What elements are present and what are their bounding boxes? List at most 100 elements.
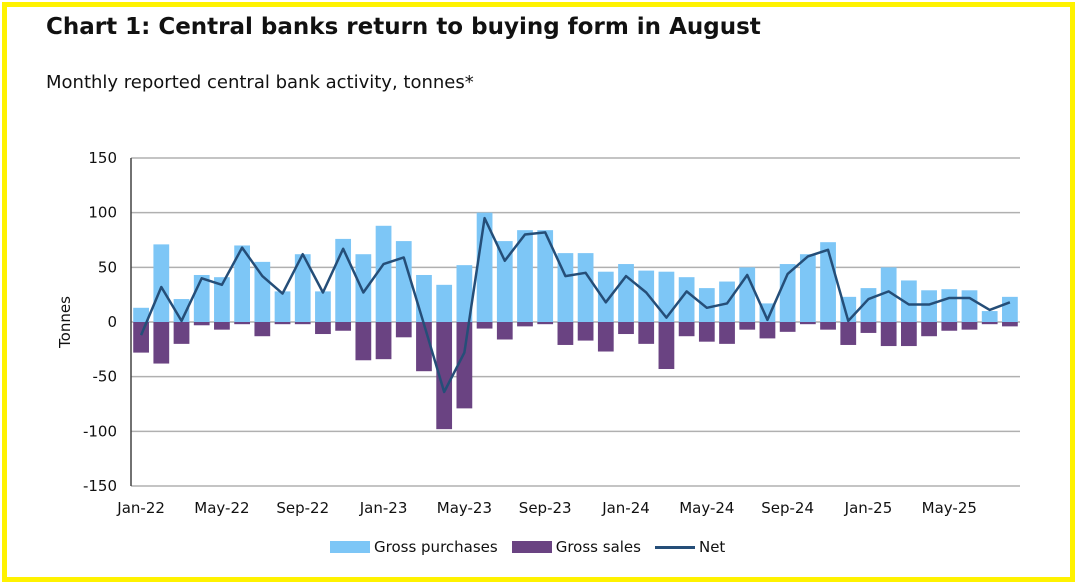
bar-gross-purchases [799,254,816,322]
bar-gross-sales [860,322,877,333]
legend-label: Gross purchases [374,538,498,556]
bar-gross-sales [537,322,554,325]
x-tick-label: May-22 [194,499,249,517]
bar-gross-sales [900,322,917,347]
bar-gross-purchases [496,241,513,322]
legend-swatch [330,541,370,553]
bar-gross-purchases [618,264,634,322]
bar-gross-sales [638,322,655,344]
bar-gross-sales [355,322,372,361]
bar-gross-sales [759,322,776,339]
x-tick-label: Sep-23 [519,499,572,517]
x-tick-label: May-23 [437,499,492,517]
bar-gross-purchases [941,289,958,322]
bar-gross-sales [234,322,251,325]
bar-gross-sales [961,322,978,330]
bar-gross-sales [496,322,513,340]
bar-gross-sales [436,322,453,430]
bar-gross-sales [840,322,857,345]
bar-gross-purchases [698,288,715,322]
bar-gross-sales [698,322,715,342]
legend-label: Net [698,538,726,556]
x-tick-label: Jan-23 [359,499,408,517]
bar-gross-purchases [274,291,291,322]
bar-gross-purchases [961,290,978,322]
bar-gross-sales [981,322,998,325]
bar-gross-sales [133,322,149,353]
bar-gross-purchases [436,284,453,322]
bar-gross-sales [517,322,533,327]
y-tick-label: 100 [88,204,117,222]
bar-gross-purchases [254,261,271,322]
y-tick-label: -100 [83,422,117,440]
legend-swatch [654,545,695,549]
bar-gross-sales [880,322,897,347]
bar-gross-purchases [193,274,210,322]
bar-gross-purchases [921,290,937,322]
bar-gross-sales [941,322,958,331]
y-tick-label: -50 [93,368,118,386]
bar-gross-purchases [315,291,331,322]
bar-gross-sales [274,322,291,325]
bar-gross-sales [597,322,614,352]
bar-gross-sales [254,322,271,337]
bar-gross-sales [153,322,170,364]
x-tick-label: Jan-24 [601,499,650,517]
bar-gross-sales [193,322,210,326]
y-tick-label: 0 [107,313,117,331]
bar-gross-purchases [678,277,695,322]
bar-gross-sales [1002,322,1018,327]
y-tick-label: -150 [83,477,117,495]
bar-gross-sales [315,322,331,335]
bar-gross-purchases [133,307,149,322]
bar-gross-sales [618,322,634,335]
chart-title: Chart 1: Central banks return to buying … [46,14,761,40]
x-tick-label: May-24 [679,499,734,517]
bar-gross-sales [456,322,473,409]
bar-gross-purchases [517,230,533,322]
bar-gross-purchases [658,271,675,322]
x-tick-label: May-25 [922,499,977,517]
bar-gross-sales [335,322,352,331]
bar-gross-sales [719,322,735,344]
bar-gross-purchases [214,277,230,322]
bar-gross-purchases [577,253,594,322]
bar-gross-purchases [416,274,432,322]
x-tick-label: Jan-25 [844,499,893,517]
legend-item-net: Net [654,538,726,556]
bar-gross-purchases [779,264,796,322]
bar-gross-sales [921,322,937,337]
bar-gross-sales [395,322,412,338]
bar-gross-purchases [880,267,897,322]
bar-gross-sales [799,322,816,325]
bar-gross-sales [557,322,574,345]
legend-label: Gross sales [555,538,641,556]
bar-gross-sales [294,322,311,325]
bar-gross-purchases [597,271,614,322]
x-tick-label: Jan-22 [116,499,165,517]
bar-gross-sales [820,322,836,330]
bar-gross-purchases [234,245,251,322]
bar-gross-purchases [395,241,412,322]
bar-gross-sales [214,322,230,330]
bar-gross-purchases [537,230,554,322]
legend: Gross purchases Gross sales Net [330,538,725,556]
x-tick-label: Sep-22 [276,499,329,517]
bar-gross-sales [779,322,796,332]
bar-gross-sales [739,322,756,330]
bar-gross-sales [678,322,695,337]
legend-item-purchases: Gross purchases [330,538,498,556]
bar-gross-purchases [375,225,392,322]
bar-gross-purchases [638,270,655,322]
legend-swatch [511,541,552,553]
bar-gross-sales [476,322,493,329]
bar-gross-purchases [153,244,170,322]
bar-gross-purchases [294,254,311,322]
bar-gross-purchases [355,254,372,322]
net-line [139,216,1011,394]
bar-gross-purchases [900,280,917,322]
y-tick-label: 50 [98,258,117,276]
legend-item-sales: Gross sales [511,538,641,556]
